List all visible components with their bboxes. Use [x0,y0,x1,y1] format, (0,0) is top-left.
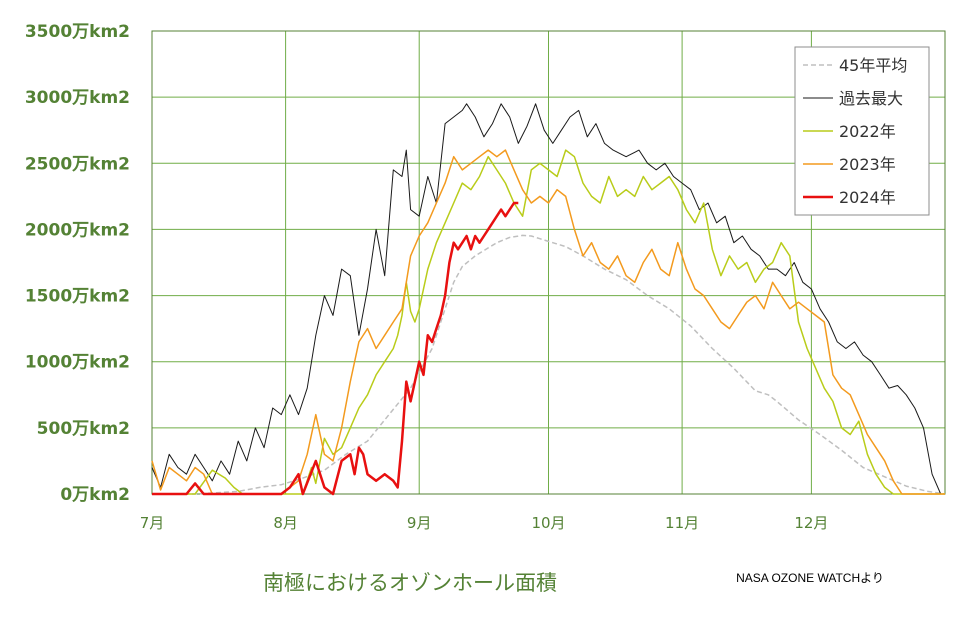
y-axis-tick-labels: 0万km2 500万km2 1000万km2 1500万km2 2000万km2 2500… [25,22,130,505]
y-tick-label: 500万km2 [37,419,130,439]
y-tick-label: 2000万km2 [25,220,130,240]
x-tick-label: 10月 [531,514,565,532]
series-line-0 [152,234,946,495]
legend-label: 過去最大 [839,89,903,108]
grid-lines [151,30,945,495]
x-tick-label: 11月 [665,514,699,532]
y-tick-label: 3500万km2 [25,22,130,42]
x-tick-label: 7月 [140,514,165,532]
x-tick-label: 12月 [794,514,828,532]
x-axis-tick-labels: 7月 8月 9月 10月 11月 12月 [140,514,829,532]
plot-frame [151,30,946,495]
y-tick-label: 3000万km2 [25,88,130,108]
x-tick-label: 8月 [273,514,298,532]
legend-label: 2024年 [839,188,896,207]
source-note: NASA OZONE WATCHより [736,571,884,585]
x-tick-label: 9月 [407,514,432,532]
series-line-2 [152,149,945,495]
legend-label: 2023年 [839,155,896,174]
y-tick-label: 0万km2 [60,485,130,505]
series-line-4 [152,201,519,496]
legend-label: 45年平均 [839,56,907,75]
series-lines [151,103,946,496]
y-tick-label: 1000万km2 [25,353,130,373]
y-tick-label: 2500万km2 [25,154,130,174]
y-tick-label: 1500万km2 [25,287,130,307]
chart-title: 南極におけるオゾンホール面積 [263,571,557,595]
legend-label: 2022年 [839,122,896,141]
series-line-1 [151,103,942,495]
series-line-3 [151,149,945,495]
